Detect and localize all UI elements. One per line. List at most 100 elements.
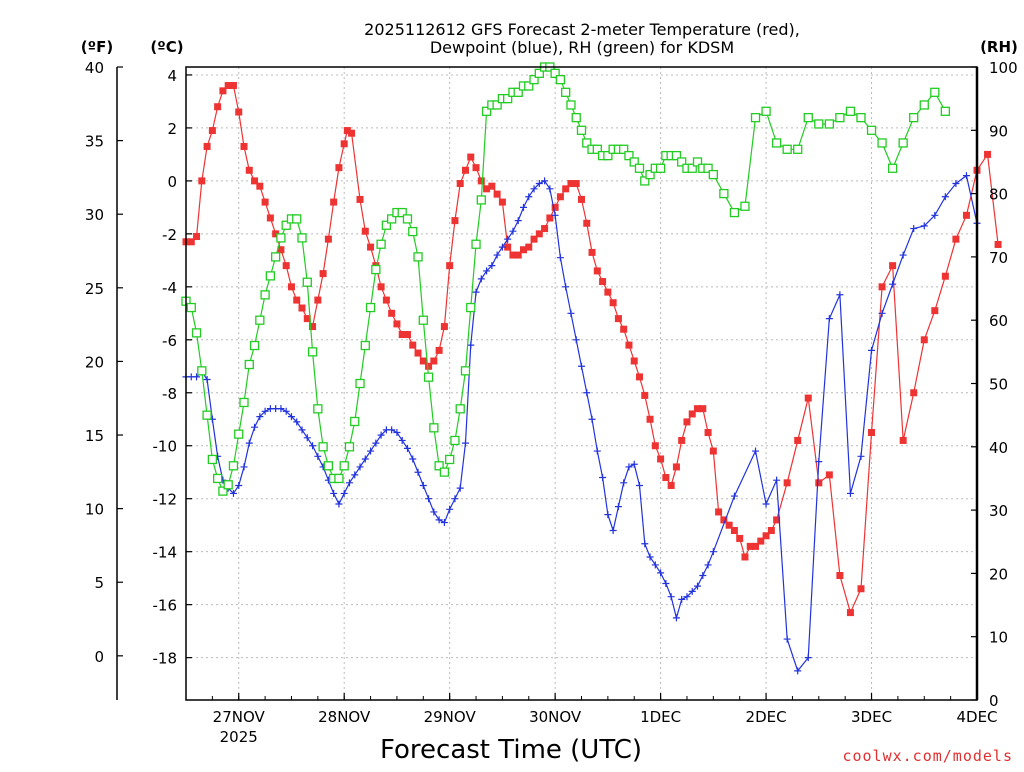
data-point <box>940 106 951 116</box>
data-point <box>729 207 740 218</box>
data-point <box>562 283 570 291</box>
data-point <box>376 239 386 249</box>
data-point <box>593 267 601 275</box>
rh-tick-label: 90 <box>989 122 1008 140</box>
data-point <box>334 473 344 484</box>
series-2-meter-temperature <box>182 82 1002 617</box>
data-point <box>910 389 918 397</box>
data-point <box>984 150 992 158</box>
data-point <box>207 454 218 465</box>
data-point <box>667 481 675 489</box>
data-point <box>561 87 571 97</box>
data-point <box>567 309 575 317</box>
data-point <box>709 548 717 556</box>
data-point <box>794 667 802 675</box>
data-point <box>335 500 343 508</box>
data-point <box>736 534 744 542</box>
data-point <box>492 100 502 110</box>
data-point <box>889 280 897 288</box>
data-point <box>535 180 543 188</box>
data-point <box>530 185 538 193</box>
x-tick-label: 30NOV <box>529 708 582 726</box>
data-point <box>767 526 775 534</box>
data-point <box>309 442 317 450</box>
x-tick-label: 3DEC <box>851 708 892 726</box>
data-point <box>351 471 359 479</box>
rh-tick-label: 0 <box>989 692 999 710</box>
x-tick-label: 28NOV <box>318 708 371 726</box>
data-point <box>446 505 454 513</box>
celsius-tick-label: -14 <box>153 544 178 562</box>
data-point <box>309 323 317 331</box>
data-point <box>360 340 370 351</box>
data-point <box>419 481 427 489</box>
data-point <box>694 582 702 590</box>
data-point <box>261 198 269 206</box>
data-point <box>355 378 365 389</box>
data-point <box>293 296 301 304</box>
data-point <box>887 163 898 173</box>
data-point <box>825 315 833 323</box>
data-point <box>952 180 960 188</box>
data-point <box>909 112 919 123</box>
fahrenheit-tick-label: 25 <box>85 280 104 298</box>
data-point <box>529 75 539 85</box>
data-point <box>488 182 496 190</box>
data-point <box>694 405 702 413</box>
data-point <box>393 428 401 436</box>
data-point <box>546 214 554 222</box>
data-point <box>620 325 628 333</box>
data-point <box>203 142 211 150</box>
data-point <box>556 193 564 201</box>
fahrenheit-tick-label: 10 <box>85 501 104 519</box>
data-point <box>815 458 823 466</box>
data-point <box>629 157 639 167</box>
data-point <box>699 405 707 413</box>
data-point <box>804 654 812 662</box>
data-point <box>265 271 276 281</box>
data-point <box>191 328 202 338</box>
data-point <box>477 275 485 283</box>
data-point <box>614 503 622 511</box>
data-point <box>483 267 491 275</box>
data-point <box>504 243 512 251</box>
data-point <box>672 463 680 471</box>
data-point <box>504 235 512 243</box>
rh-tick-label: 50 <box>989 376 1008 394</box>
fahrenheit-tick-label: 0 <box>94 648 104 666</box>
data-point <box>344 442 355 452</box>
data-point <box>435 516 443 524</box>
data-point <box>409 341 417 349</box>
data-point <box>418 315 428 325</box>
data-point <box>762 532 770 540</box>
data-point <box>814 119 824 129</box>
data-point <box>525 243 533 251</box>
data-point <box>604 288 612 296</box>
data-point <box>709 447 717 455</box>
data-point <box>430 508 438 516</box>
x-tick-label: 2DEC <box>746 708 787 726</box>
fahrenheit-axis-unit: (ºF) <box>81 38 113 56</box>
data-point <box>562 185 570 193</box>
rh-tick-label: 80 <box>989 186 1008 204</box>
data-point <box>783 635 791 643</box>
data-point <box>625 463 633 471</box>
data-point <box>715 508 723 516</box>
data-point <box>371 264 381 275</box>
data-point <box>636 373 644 381</box>
data-point <box>277 405 285 413</box>
data-point <box>825 471 833 479</box>
data-point <box>752 447 760 455</box>
data-point <box>393 320 401 328</box>
data-point <box>519 203 527 211</box>
data-point <box>298 426 306 434</box>
data-point <box>550 68 560 78</box>
data-point <box>318 442 328 452</box>
celsius-tick-label: -18 <box>153 650 178 668</box>
data-point <box>203 376 211 384</box>
data-point <box>282 262 290 270</box>
data-point <box>783 479 791 487</box>
data-point <box>228 461 239 471</box>
rh-tick-label: 30 <box>989 502 1008 520</box>
data-point <box>377 431 385 439</box>
